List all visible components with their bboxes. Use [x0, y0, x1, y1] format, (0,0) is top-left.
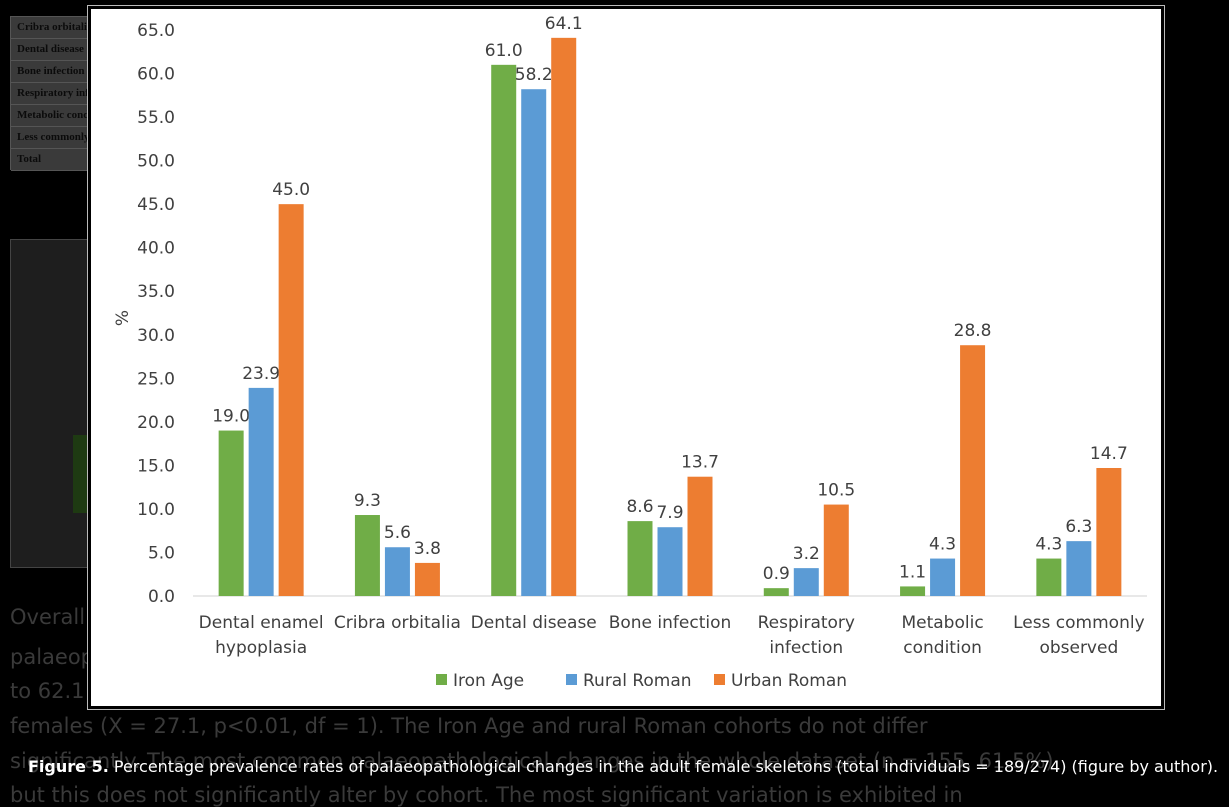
background-thumbnail-bar — [73, 435, 87, 513]
data-label: 6.3 — [1065, 517, 1092, 537]
y-tick-label: 40.0 — [137, 239, 175, 259]
data-label: 28.8 — [954, 321, 992, 341]
bar-urban-roman — [278, 204, 304, 596]
y-tick-label: 65.0 — [137, 21, 175, 41]
background-table-row: Respiratory infection — [11, 83, 91, 105]
y-axis-label: % — [113, 310, 133, 326]
y-tick-label: 45.0 — [137, 195, 175, 215]
x-tick-label: Cribra orbitalia — [334, 613, 461, 633]
y-tick-label: 5.0 — [148, 543, 175, 563]
bar-urban-roman — [687, 476, 713, 596]
y-tick-label: 35.0 — [137, 282, 175, 302]
figure-panel: 0.0 5.0 10.0 15.0 20.0 25.0 30.0 35.0 40.0 45.0 50… — [87, 5, 1165, 710]
data-label: 64.1 — [545, 14, 583, 34]
background-table-row: Dental disease — [11, 39, 91, 61]
data-label: 1.1 — [899, 562, 926, 582]
bar-urban-roman — [1096, 467, 1122, 596]
bar-chart: 0.0 5.0 10.0 15.0 20.0 25.0 30.0 35.0 40.0 45.0 50… — [113, 14, 1147, 691]
data-label: 23.9 — [242, 364, 280, 384]
bar-urban-roman — [960, 345, 986, 596]
bar-iron-age — [1036, 558, 1062, 596]
caption-text: Percentage prevalence rates of palaeopat… — [108, 757, 1219, 776]
bar-rural-roman — [930, 558, 956, 596]
x-tick-label: Dental enamel — [199, 613, 324, 633]
data-label: 13.7 — [681, 453, 719, 473]
bar-rural-roman — [793, 568, 819, 596]
y-tick-label: 20.0 — [137, 413, 175, 433]
background-text-line: females (X = 27.1, p<0.01, df = 1). The … — [10, 714, 928, 738]
data-label: 61.0 — [485, 41, 523, 61]
y-tick-label: 55.0 — [137, 108, 175, 128]
x-tick-label: Respiratory — [758, 613, 855, 633]
y-tick-label: 10.0 — [137, 500, 175, 520]
data-label: 3.8 — [414, 539, 441, 559]
data-label: 3.2 — [793, 544, 820, 564]
bar-iron-age — [354, 515, 380, 596]
x-tick-label: condition — [903, 638, 982, 658]
data-label: 4.3 — [929, 535, 956, 555]
data-label: 14.7 — [1090, 444, 1128, 464]
bar-iron-age — [627, 521, 653, 596]
legend-swatch — [714, 674, 725, 685]
legend-swatch — [566, 674, 577, 685]
data-label: 58.2 — [515, 65, 553, 85]
background-table-row: Total — [11, 149, 91, 171]
data-label: 8.6 — [626, 497, 653, 517]
background-table-row: Bone infection — [11, 61, 91, 83]
y-tick-label: 0.0 — [148, 587, 175, 607]
legend-label: Rural Roman — [583, 671, 692, 691]
bar-rural-roman — [248, 387, 274, 596]
background-chart-thumbnail — [10, 239, 92, 568]
bar-iron-age — [218, 430, 244, 596]
data-label: 9.3 — [354, 491, 381, 511]
background-text-line: to 62.1 — [10, 679, 85, 703]
data-label: 7.9 — [656, 503, 683, 523]
y-tick-label: 25.0 — [137, 369, 175, 389]
bar-iron-age — [900, 586, 926, 596]
data-label: 5.6 — [384, 523, 411, 543]
background-text-line: but this does not significantly alter by… — [10, 783, 963, 807]
x-tick-label: Metabolic — [901, 613, 983, 633]
bar-iron-age — [491, 64, 517, 597]
legend-label: Urban Roman — [731, 671, 847, 691]
bar-urban-roman — [414, 562, 440, 596]
y-tick-label: 60.0 — [137, 65, 175, 85]
background-table-row: Metabolic condition — [11, 105, 91, 127]
legend-swatch — [436, 674, 447, 685]
y-tick-label: 15.0 — [137, 456, 175, 476]
data-label: 19.0 — [212, 407, 250, 427]
background-table-row: Less commonly observed — [11, 127, 91, 149]
background-text-line: palaeop — [10, 645, 94, 669]
bar-urban-roman — [823, 504, 849, 596]
background-text-line: significantly. The most common palaeopat… — [10, 749, 1054, 773]
bar-rural-roman — [384, 547, 410, 596]
x-tick-label: Dental disease — [471, 613, 597, 633]
x-tick-label: Less commonly — [1013, 613, 1145, 633]
figure-caption: Figure 5. Percentage prevalence rates of… — [28, 757, 1218, 776]
background-text-line: Overall — [10, 605, 86, 629]
data-label: 0.9 — [763, 564, 790, 584]
x-tick-label: hypoplasia — [215, 638, 307, 658]
x-tick-label: observed — [1039, 638, 1118, 658]
bar-iron-age — [763, 588, 789, 596]
x-tick-label: infection — [769, 638, 843, 658]
bar-urban-roman — [551, 37, 577, 597]
data-label: 4.3 — [1035, 535, 1062, 555]
y-tick-label: 30.0 — [137, 326, 175, 346]
y-tick-label: 50.0 — [137, 152, 175, 172]
background-table-row: Cribra orbitalia — [11, 17, 91, 39]
x-tick-label: Bone infection — [609, 613, 732, 633]
bar-rural-roman — [521, 89, 547, 596]
caption-label: Figure 5. — [28, 757, 109, 776]
bar-rural-roman — [1066, 541, 1092, 596]
background-table: Cribra orbitalia Dental disease Bone inf… — [10, 16, 92, 171]
legend-label: Iron Age — [453, 671, 524, 691]
data-label: 45.0 — [272, 180, 310, 200]
bar-rural-roman — [657, 527, 683, 596]
data-label: 10.5 — [817, 481, 855, 501]
